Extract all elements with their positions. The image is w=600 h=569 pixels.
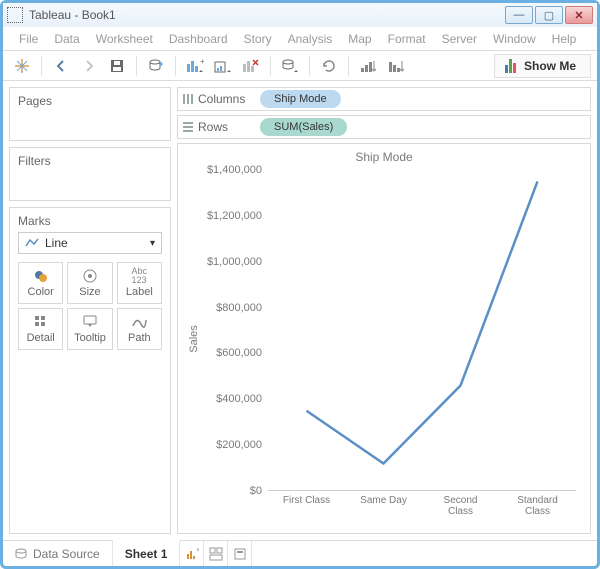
x-tick: First Class [277, 495, 337, 506]
datasource-icon [15, 548, 27, 560]
new-dashboard-tab[interactable] [204, 541, 228, 566]
datasource-button[interactable] [143, 54, 169, 78]
bottom-tabs: Data Source Sheet 1 + [3, 540, 597, 566]
view-area: Columns Ship Mode Rows SUM(Sales) Ship M… [177, 87, 591, 534]
menu-analysis[interactable]: Analysis [282, 30, 339, 48]
mark-path-button[interactable]: Path [117, 308, 162, 350]
y-tick: $0 [250, 485, 262, 497]
sort-desc-button[interactable] [383, 54, 409, 78]
columns-pill[interactable]: Ship Mode [260, 90, 341, 108]
rows-shelf[interactable]: Rows SUM(Sales) [177, 115, 591, 139]
menu-window[interactable]: Window [487, 30, 542, 48]
y-tick: $800,000 [216, 302, 262, 314]
plot-area: $0$200,000$400,000$600,000$800,000$1,000… [268, 170, 576, 491]
data-source-tab[interactable]: Data Source [3, 541, 113, 566]
line-icon [25, 237, 39, 249]
chevron-down-icon: ▾ [150, 238, 155, 249]
columns-icon [182, 93, 194, 105]
workspace: Pages Filters Marks Line ▾ ColorSizeAbc1… [3, 81, 597, 540]
rows-pill[interactable]: SUM(Sales) [260, 118, 347, 136]
menu-server[interactable]: Server [436, 30, 483, 48]
menu-help[interactable]: Help [546, 30, 583, 48]
columns-label: Columns [198, 92, 245, 106]
sheet-tab[interactable]: Sheet 1 [113, 540, 181, 566]
minimize-button[interactable]: — [505, 6, 533, 24]
duplicate-sheet-button[interactable] [210, 54, 236, 78]
close-button[interactable]: ✕ [565, 6, 593, 24]
x-tick: Same Day [354, 495, 414, 506]
y-axis-label: Sales [188, 325, 200, 353]
tableau-icon [7, 7, 23, 23]
menu-file[interactable]: File [13, 30, 44, 48]
new-worksheet-button[interactable]: + [182, 54, 208, 78]
save-button[interactable] [104, 54, 130, 78]
tableau-logo-icon[interactable] [9, 54, 35, 78]
size-icon [82, 268, 98, 284]
new-worksheet-tab[interactable]: + [180, 541, 204, 566]
mark-size-button[interactable]: Size [67, 262, 112, 304]
filters-shelf[interactable]: Filters [9, 147, 171, 201]
rows-icon [182, 121, 194, 133]
menu-dashboard[interactable]: Dashboard [163, 30, 234, 48]
marks-card: Marks Line ▾ ColorSizeAbc123Label DetailT… [9, 207, 171, 534]
y-tick: $1,400,000 [207, 164, 262, 176]
marks-grid: ColorSizeAbc123Label DetailTooltipPath [18, 262, 162, 350]
toolbar: + Show Me [3, 51, 597, 81]
refresh-button[interactable] [316, 54, 342, 78]
mark-type-select[interactable]: Line ▾ [18, 232, 162, 254]
mark-label-button[interactable]: Abc123Label [117, 262, 162, 304]
y-tick: $200,000 [216, 439, 262, 451]
columns-shelf[interactable]: Columns Ship Mode [177, 87, 591, 111]
svg-text:+: + [196, 547, 199, 554]
y-tick: $1,200,000 [207, 210, 262, 222]
path-icon [131, 314, 147, 330]
x-tick: StandardClass [508, 495, 568, 517]
line-path [268, 170, 576, 491]
y-tick: $1,000,000 [207, 256, 262, 268]
pages-shelf[interactable]: Pages [9, 87, 171, 141]
svg-text:+: + [200, 58, 204, 66]
show-me-button[interactable]: Show Me [494, 54, 591, 78]
mark-tooltip-button[interactable]: Tooltip [67, 308, 112, 350]
back-button[interactable] [48, 54, 74, 78]
pages-label: Pages [18, 94, 162, 108]
show-me-icon [505, 59, 516, 73]
forward-button[interactable] [76, 54, 102, 78]
marks-label: Marks [18, 214, 162, 228]
menu-story[interactable]: Story [238, 30, 278, 48]
tooltip-icon [82, 314, 98, 330]
show-me-label: Show Me [524, 59, 576, 73]
y-tick: $400,000 [216, 393, 262, 405]
menu-map[interactable]: Map [342, 30, 377, 48]
titlebar: Tableau - Book1 — ▢ ✕ [3, 3, 597, 27]
chart-title: Ship Mode [178, 150, 590, 164]
mark-color-button[interactable]: Color [18, 262, 63, 304]
color-icon [33, 268, 49, 284]
swap-button[interactable] [277, 54, 303, 78]
filters-label: Filters [18, 154, 162, 168]
menu-worksheet[interactable]: Worksheet [90, 30, 159, 48]
window-title: Tableau - Book1 [29, 8, 505, 22]
maximize-button[interactable]: ▢ [535, 6, 563, 24]
y-tick: $600,000 [216, 347, 262, 359]
clear-sheet-button[interactable] [238, 54, 264, 78]
rows-label: Rows [198, 120, 228, 134]
side-panel: Pages Filters Marks Line ▾ ColorSizeAbc1… [9, 87, 171, 534]
menubar: FileData WorksheetDashboardStoryAnalysisM… [3, 27, 597, 51]
new-story-tab[interactable] [228, 541, 252, 566]
mark-type-value: Line [45, 236, 68, 250]
app-window: Tableau - Book1 — ▢ ✕ FileDataWorksheetD… [0, 0, 600, 569]
detail-icon [33, 314, 49, 330]
chart-viz: Ship Mode Sales $0$200,000$400,000$600,0… [177, 143, 591, 534]
mark-detail-button[interactable]: Detail [18, 308, 63, 350]
menu-data[interactable]: Data [48, 30, 85, 48]
sort-asc-button[interactable] [355, 54, 381, 78]
label-icon: Abc123 [131, 268, 147, 284]
baseline [268, 490, 576, 491]
x-tick: SecondClass [431, 495, 491, 517]
menu-format[interactable]: Format [382, 30, 432, 48]
